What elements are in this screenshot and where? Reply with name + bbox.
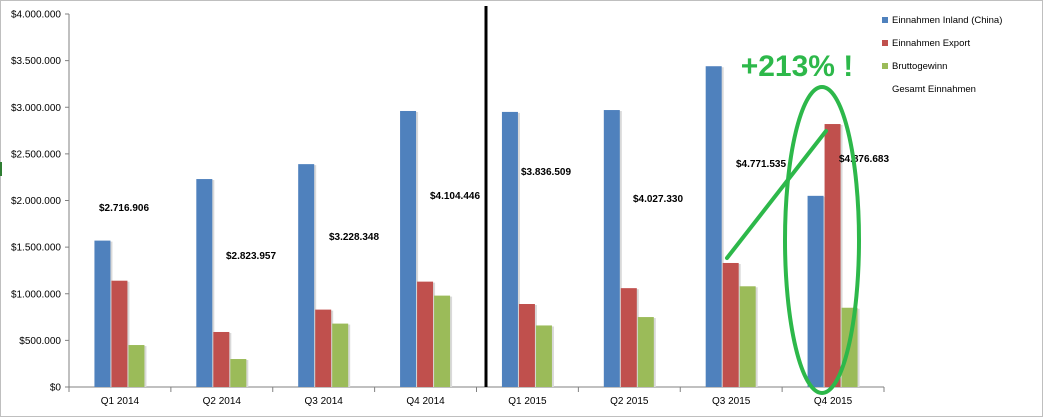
x-tick-label: Q3 2014 [305,396,344,407]
total-data-label: $2.716.906 [99,203,149,214]
bar [518,304,535,387]
bar [332,323,349,387]
y-tick-label: $2.000.000 [11,196,61,207]
legend-label: Einnahmen Export [892,38,971,49]
y-tick-label: $3.500.000 [11,56,61,67]
x-tick-label: Q3 2015 [712,396,751,407]
bar [196,179,213,387]
total-data-label: $4.771.535 [736,159,786,170]
callout-arrow-line [725,129,828,260]
x-tick-label: Q1 2014 [101,396,140,407]
bar [128,345,145,387]
bar [111,280,128,387]
edge-marker [0,162,2,176]
bar [637,317,654,387]
bar [315,309,332,387]
bar [824,124,841,387]
y-tick-label: $500.000 [19,336,61,347]
total-data-label: $2.823.957 [226,251,276,262]
y-tick-label: $2.500.000 [11,149,61,160]
total-data-label: $4.104.446 [430,191,480,202]
bar [434,295,451,387]
bar [298,164,315,387]
total-data-label: $4.876.683 [839,154,889,165]
total-data-label: $3.836.509 [521,167,571,178]
x-tick-label: Q4 2015 [814,396,853,407]
x-tick-label: Q2 2014 [203,396,242,407]
x-tick-label: Q4 2014 [406,396,445,407]
y-tick-label: $3.000.000 [11,103,61,114]
bar [501,111,518,387]
bar [807,195,824,387]
bar [603,110,620,388]
y-tick-label: $1.500.000 [11,243,61,254]
growth-callout: +213% ! [741,50,854,83]
legend-label: Einnahmen Inland (China) [892,15,1002,26]
bar [230,359,247,387]
y-tick-label: $4.000.000 [11,10,61,21]
y-tick-label: $0 [50,383,62,394]
bar [94,240,111,387]
legend-swatch [882,17,888,23]
bar [417,281,434,387]
bar [739,286,756,387]
bar [722,262,739,387]
x-tick-label: Q1 2015 [508,396,547,407]
bar [535,325,552,387]
total-data-label: $3.228.348 [329,232,379,243]
bar [400,110,417,387]
total-data-label: $4.027.330 [633,194,683,205]
bar [620,288,637,387]
x-tick-label: Q2 2015 [610,396,649,407]
legend-label: Gesamt Einnahmen [892,84,976,95]
bar [213,331,230,387]
legend-label: Bruttogewinn [892,61,947,72]
y-tick-label: $1.000.000 [11,289,61,300]
highlight-ellipse [783,85,861,395]
legend-swatch [882,63,888,69]
legend-swatch [882,40,888,46]
bar [705,66,722,387]
